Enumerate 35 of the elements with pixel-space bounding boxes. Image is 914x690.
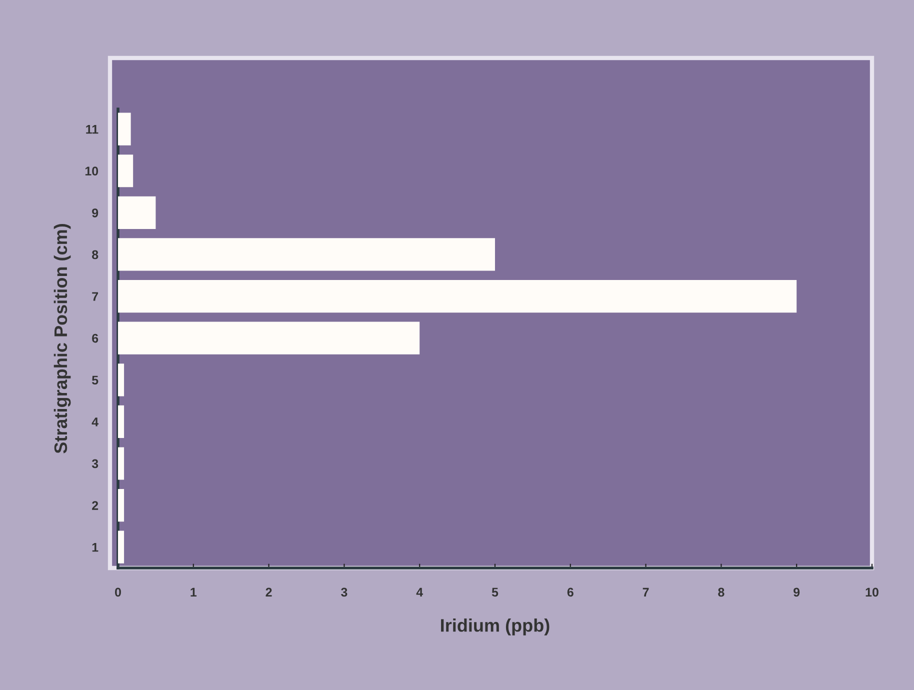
y-tick-label: 10 bbox=[85, 166, 98, 176]
y-tick-label: 9 bbox=[92, 208, 98, 218]
y-tick-label: 1 bbox=[92, 543, 98, 552]
y-tick-label: 2 bbox=[92, 501, 98, 510]
y-tick-label: 4 bbox=[92, 418, 98, 426]
x-tick-label: 2 bbox=[266, 588, 272, 597]
x-tick-label: 5 bbox=[492, 588, 498, 597]
bar bbox=[118, 530, 124, 564]
x-tick-label: 6 bbox=[567, 588, 574, 597]
bar bbox=[118, 238, 495, 271]
y-tick-label: 3 bbox=[92, 459, 98, 468]
bar bbox=[118, 280, 797, 313]
y-tick-label: 7 bbox=[92, 292, 98, 301]
bar bbox=[118, 447, 124, 480]
y-axis-title: Stratigraphic Position (cm) bbox=[54, 224, 71, 454]
y-tick-label: 6 bbox=[92, 334, 98, 343]
x-tick-label: 9 bbox=[794, 588, 800, 597]
y-tick-label: 8 bbox=[92, 250, 98, 260]
x-tick-label: 8 bbox=[718, 588, 724, 597]
bar bbox=[118, 364, 124, 396]
bar bbox=[118, 112, 131, 146]
x-tick-label: 1 bbox=[190, 588, 197, 597]
y-tick-label: 11 bbox=[86, 124, 98, 134]
x-tick-label: 4 bbox=[416, 588, 424, 597]
bar bbox=[118, 196, 156, 229]
x-tick-label: 3 bbox=[341, 588, 348, 597]
bar bbox=[118, 488, 124, 522]
bar bbox=[118, 322, 420, 354]
x-tick-label: 0 bbox=[115, 588, 121, 597]
bar bbox=[118, 154, 134, 188]
x-axis-title: Iridium (ppb) bbox=[441, 618, 550, 636]
x-tick-label: 10 bbox=[866, 588, 878, 597]
y-tick-label: 5 bbox=[92, 376, 98, 385]
x-tick-label: 7 bbox=[642, 588, 649, 597]
bar bbox=[118, 405, 124, 438]
